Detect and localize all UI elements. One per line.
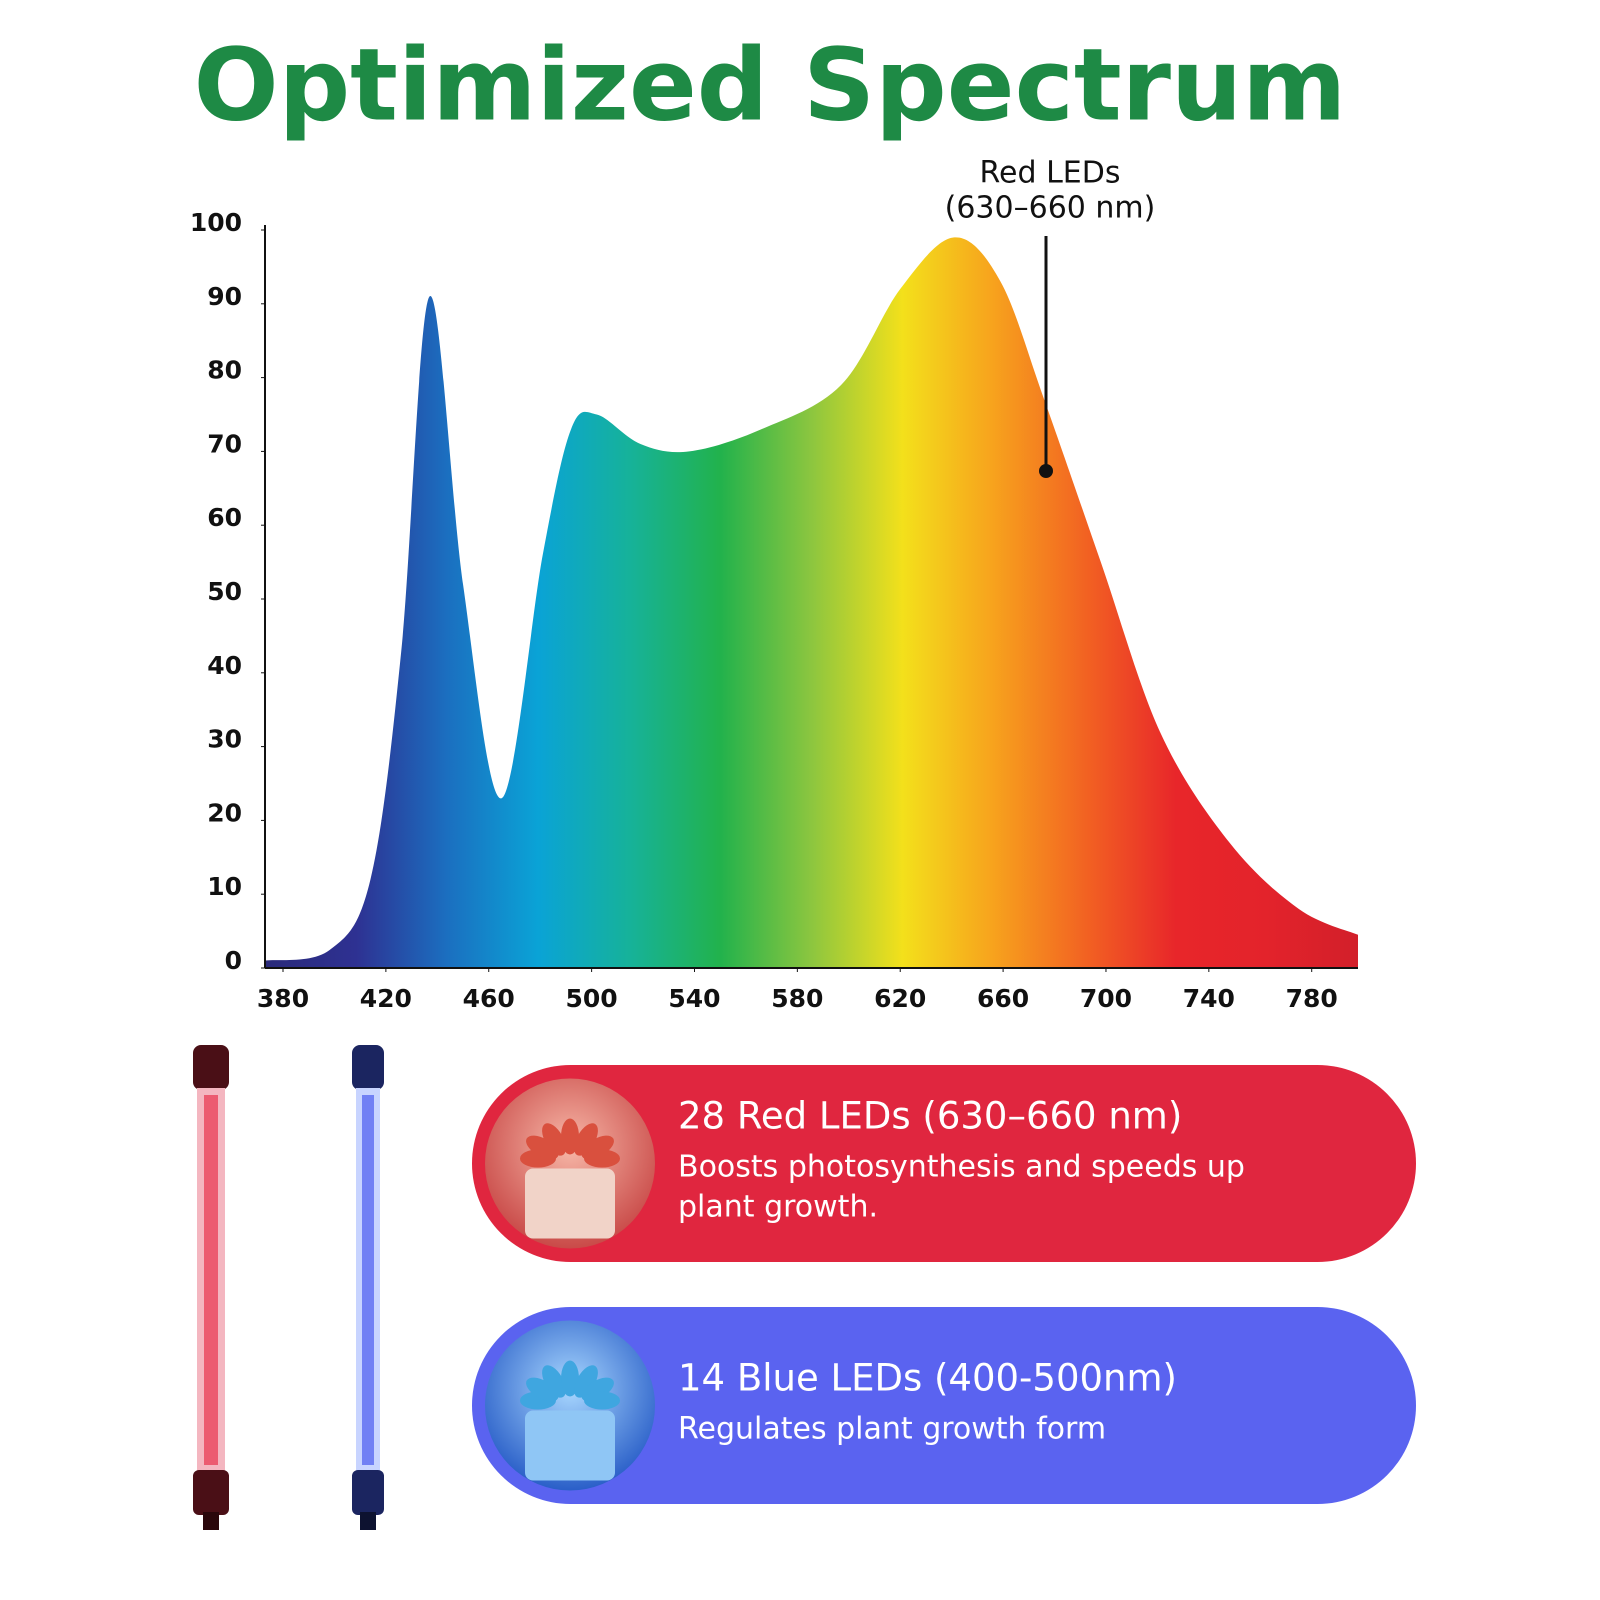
x-tick-label: 380 — [257, 984, 309, 1013]
y-tick-label: 20 — [207, 798, 242, 827]
annotation: Red LEDs — [980, 156, 1121, 191]
x-tick-label: 500 — [566, 984, 618, 1013]
x-tick-label: 460 — [463, 984, 515, 1013]
cards: 28 Red LEDs (630–660 nm) Boosts photosynt… — [472, 1065, 1416, 1504]
y-tick-label: 0 — [225, 946, 242, 975]
x-tick-label: 540 — [668, 984, 720, 1013]
card-title: 28 Red LEDs (630–660 nm) — [678, 1095, 1182, 1138]
y-tick-label: 100 — [190, 208, 242, 237]
y-tick-label: 90 — [207, 282, 242, 311]
spectrum-chart: 0 10 20 30 40 50 60 70 80 90 100 380 420 460 500 540 580… — [190, 156, 1358, 1013]
y-tick-label: 30 — [207, 725, 242, 754]
card-description: Regulates plant growth form — [678, 1412, 1106, 1447]
leaf — [574, 1123, 598, 1156]
red-tube — [193, 1045, 229, 1530]
y-tick-label: 50 — [207, 577, 242, 606]
x-tick-label: 580 — [771, 984, 823, 1013]
x-tick-label: 700 — [1080, 984, 1132, 1013]
leaf — [584, 1149, 620, 1168]
leaf — [526, 1135, 559, 1160]
card-description: Boosts photosynthesis and speeds up — [678, 1150, 1245, 1185]
blue-tube — [352, 1045, 384, 1530]
leaf — [584, 1391, 620, 1410]
card — [472, 1065, 1416, 1262]
card-description: plant growth. — [678, 1190, 878, 1225]
title: Optimized Spectrum — [194, 26, 1347, 143]
leaf — [526, 1377, 559, 1402]
x-tick-label: 420 — [360, 984, 412, 1013]
x-tick-label: 660 — [977, 984, 1029, 1013]
annotation-dot — [1039, 464, 1053, 478]
x-tick-label: 780 — [1286, 984, 1338, 1013]
y-tick-label: 40 — [207, 651, 242, 680]
leaf — [542, 1123, 566, 1156]
card — [472, 1307, 1416, 1504]
y-tick-label: 70 — [207, 429, 242, 458]
x-tick-label: 620 — [874, 984, 926, 1013]
pot — [525, 1410, 615, 1481]
annotation: (630–660 nm) — [945, 191, 1156, 226]
card-title: 14 Blue LEDs (400-500nm) — [678, 1357, 1177, 1400]
y-tick-label: 80 — [207, 356, 242, 385]
y-tick-label: 10 — [207, 872, 242, 901]
x-tick-label: 740 — [1183, 984, 1235, 1013]
leaf — [574, 1365, 598, 1398]
y-tick-label: 60 — [207, 503, 242, 532]
spectrum-area — [265, 237, 1358, 968]
leaf — [542, 1365, 566, 1398]
pot — [525, 1168, 615, 1239]
